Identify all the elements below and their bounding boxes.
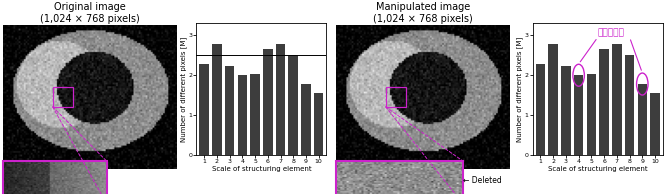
Bar [561, 67, 571, 155]
Bar [625, 55, 634, 155]
Bar [612, 44, 621, 155]
Bar [548, 44, 558, 155]
Bar [535, 64, 545, 155]
Text: 改ざん検知: 改ざん検知 [597, 28, 624, 37]
X-axis label: Scale of structuring element: Scale of structuring element [548, 166, 647, 172]
Bar [288, 55, 298, 155]
Bar [212, 44, 222, 155]
Bar [587, 74, 596, 155]
Text: Original image
(1,024 × 768 pixels): Original image (1,024 × 768 pixels) [40, 2, 140, 23]
Bar [276, 44, 285, 155]
Bar [386, 87, 406, 107]
Y-axis label: Number of different pixels [M]: Number of different pixels [M] [180, 37, 187, 142]
Bar [301, 84, 311, 155]
Bar [225, 67, 234, 155]
Bar [314, 93, 324, 155]
Text: ← Deleted: ← Deleted [463, 176, 501, 185]
Bar [574, 75, 583, 155]
Bar [3, 161, 107, 194]
Bar [53, 87, 73, 107]
Bar [199, 64, 209, 155]
Y-axis label: Number of different pixels [M]: Number of different pixels [M] [517, 37, 523, 142]
X-axis label: Scale of structuring element: Scale of structuring element [212, 166, 311, 172]
Bar [336, 161, 463, 194]
Text: Manipulated image
(1,024 × 768 pixels): Manipulated image (1,024 × 768 pixels) [373, 2, 473, 23]
Bar [637, 84, 647, 155]
Bar [238, 75, 247, 155]
Bar [263, 49, 272, 155]
Bar [650, 93, 660, 155]
Bar [599, 49, 609, 155]
Bar [250, 74, 260, 155]
